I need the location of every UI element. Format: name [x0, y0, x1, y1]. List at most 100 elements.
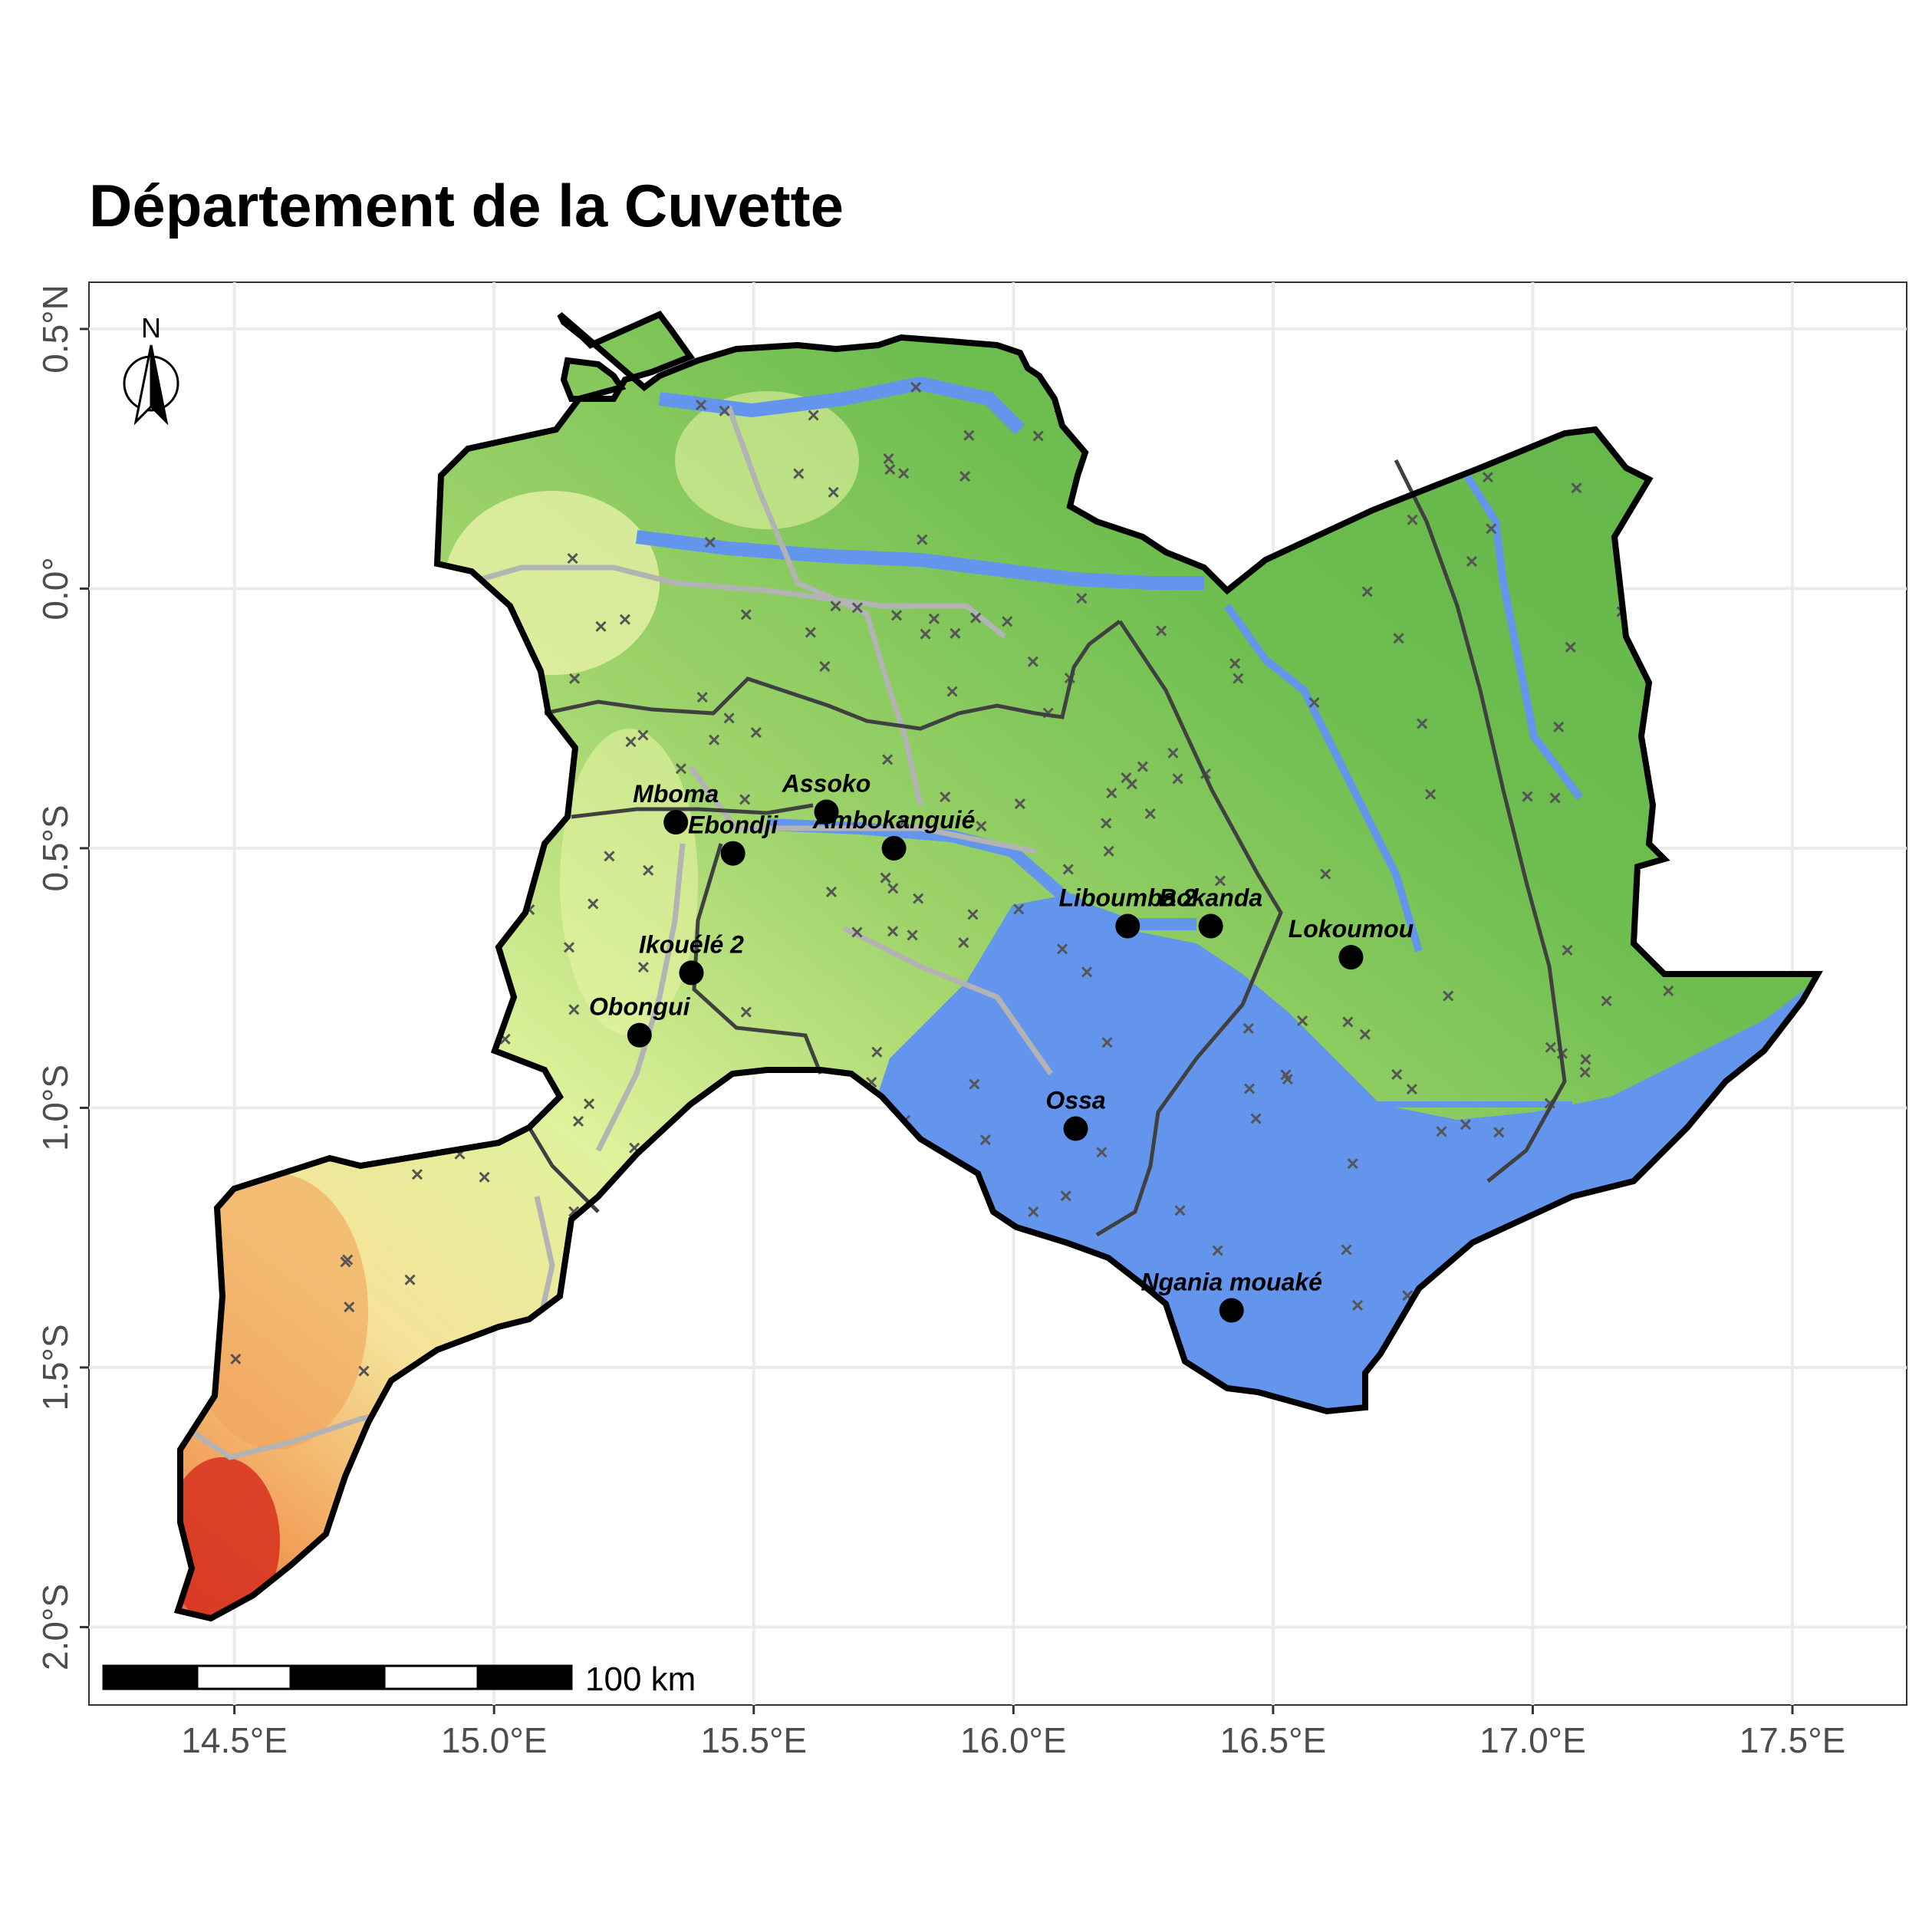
- village-marker: [1320, 868, 1331, 880]
- place-marker: [1115, 913, 1140, 939]
- y-tick-label: 1.5°S: [35, 1324, 75, 1410]
- highland-area: [178, 1457, 280, 1618]
- village-marker: [695, 399, 707, 411]
- village-marker: [637, 729, 649, 741]
- village-marker: [1103, 845, 1114, 857]
- village-marker: [1663, 985, 1674, 997]
- scale-segment: [383, 1664, 479, 1690]
- village-marker: [1062, 864, 1074, 875]
- river-far-east: [1453, 458, 1583, 800]
- village-marker: [1341, 1244, 1352, 1256]
- village-marker: [808, 410, 819, 421]
- scale-segment: [196, 1664, 292, 1690]
- village-marker: [1443, 990, 1454, 1002]
- road: [467, 564, 1007, 639]
- village-marker: [696, 691, 708, 703]
- village-marker: [1214, 875, 1226, 887]
- village-marker: [1027, 656, 1038, 667]
- village-marker: [1002, 616, 1013, 627]
- village-marker: [1579, 1067, 1591, 1078]
- village-marker: [1482, 472, 1493, 483]
- place-marker: [1338, 945, 1364, 970]
- scale-segment: [102, 1664, 199, 1690]
- district-boundary: [571, 803, 814, 819]
- village-marker: [740, 609, 752, 620]
- village-marker: [883, 453, 894, 465]
- village-marker: [910, 381, 922, 393]
- village-marker: [1172, 773, 1183, 785]
- village-marker: [946, 686, 958, 697]
- village-marker: [230, 1353, 242, 1365]
- village-marker: [643, 864, 654, 876]
- village-marker: [1565, 641, 1576, 653]
- village-marker: [1493, 1127, 1505, 1138]
- y-axis-ticks: 0.5°N 0.0° 0.5°S 1.0°S 1.5°S 2.0°S: [35, 285, 89, 1670]
- village-marker: [1342, 1016, 1354, 1028]
- place-marker: [663, 810, 689, 835]
- village-marker: [1562, 944, 1573, 956]
- village-marker: [1466, 555, 1478, 567]
- village-marker: [917, 534, 928, 545]
- x-tick-label: 15.5°E: [700, 1720, 807, 1760]
- river-southeast: [1180, 1098, 1572, 1108]
- village-marker: [928, 613, 940, 624]
- village-marker: [970, 612, 982, 624]
- village-marker: [1522, 791, 1533, 802]
- x-tick-label: 17.5°E: [1739, 1720, 1846, 1760]
- village-marker: [940, 791, 951, 803]
- place-marker: [1063, 1116, 1088, 1141]
- village-marker: [675, 763, 686, 775]
- village-marker: [828, 486, 839, 498]
- y-tick-label: 0.5°N: [35, 285, 75, 374]
- village-marker: [1347, 1158, 1358, 1170]
- road: [595, 843, 686, 1152]
- village-marker: [1096, 1147, 1108, 1158]
- village-marker: [587, 898, 599, 910]
- village-marker: [959, 470, 971, 482]
- village-marker: [1391, 1068, 1403, 1081]
- village-marker: [723, 713, 735, 724]
- village-marker: [1308, 696, 1320, 708]
- village-marker: [563, 942, 575, 953]
- village-marker: [619, 614, 630, 625]
- midland-area: [560, 729, 698, 1035]
- village-marker: [1013, 903, 1025, 915]
- village-marker: [709, 734, 720, 745]
- village-marker: [979, 1134, 991, 1146]
- village-marker: [1212, 1245, 1223, 1256]
- village-marker: [851, 602, 863, 614]
- place-label: Liboumba 2: [1059, 884, 1197, 911]
- village-marker: [880, 872, 891, 884]
- village-marker: [583, 1098, 595, 1110]
- village-marker: [1571, 482, 1582, 494]
- village-marker: [920, 628, 931, 640]
- x-tick-label: 14.5°E: [181, 1720, 288, 1760]
- village-marker: [739, 794, 751, 805]
- scale-segment: [476, 1664, 573, 1690]
- village-marker: [963, 430, 975, 441]
- place-label: Ngania mouaké: [1140, 1268, 1322, 1295]
- village-marker: [825, 886, 838, 898]
- place-marker: [1198, 913, 1223, 939]
- village-marker: [404, 1274, 416, 1285]
- upland-area: [184, 1173, 368, 1450]
- village-marker: [1601, 995, 1612, 1007]
- village-marker: [898, 816, 910, 828]
- village-marker: [1167, 747, 1179, 759]
- district-boundary: [544, 620, 1121, 731]
- village-marker: [1106, 788, 1117, 799]
- village-marker: [572, 1115, 584, 1127]
- scale-bar: 100 km: [102, 1660, 696, 1698]
- village-marker: [625, 736, 637, 748]
- village-marker: [830, 601, 841, 612]
- village-marker: [1156, 625, 1167, 637]
- x-tick-label: 15.0°E: [441, 1720, 548, 1760]
- village-marker: [568, 1004, 580, 1015]
- road: [726, 405, 923, 806]
- village-marker: [1406, 1084, 1417, 1095]
- village-marker: [1425, 788, 1437, 800]
- north-arrow-label: N: [141, 312, 161, 344]
- north-arrow-right: [150, 344, 169, 426]
- place-label: Ambokanguié: [812, 806, 976, 834]
